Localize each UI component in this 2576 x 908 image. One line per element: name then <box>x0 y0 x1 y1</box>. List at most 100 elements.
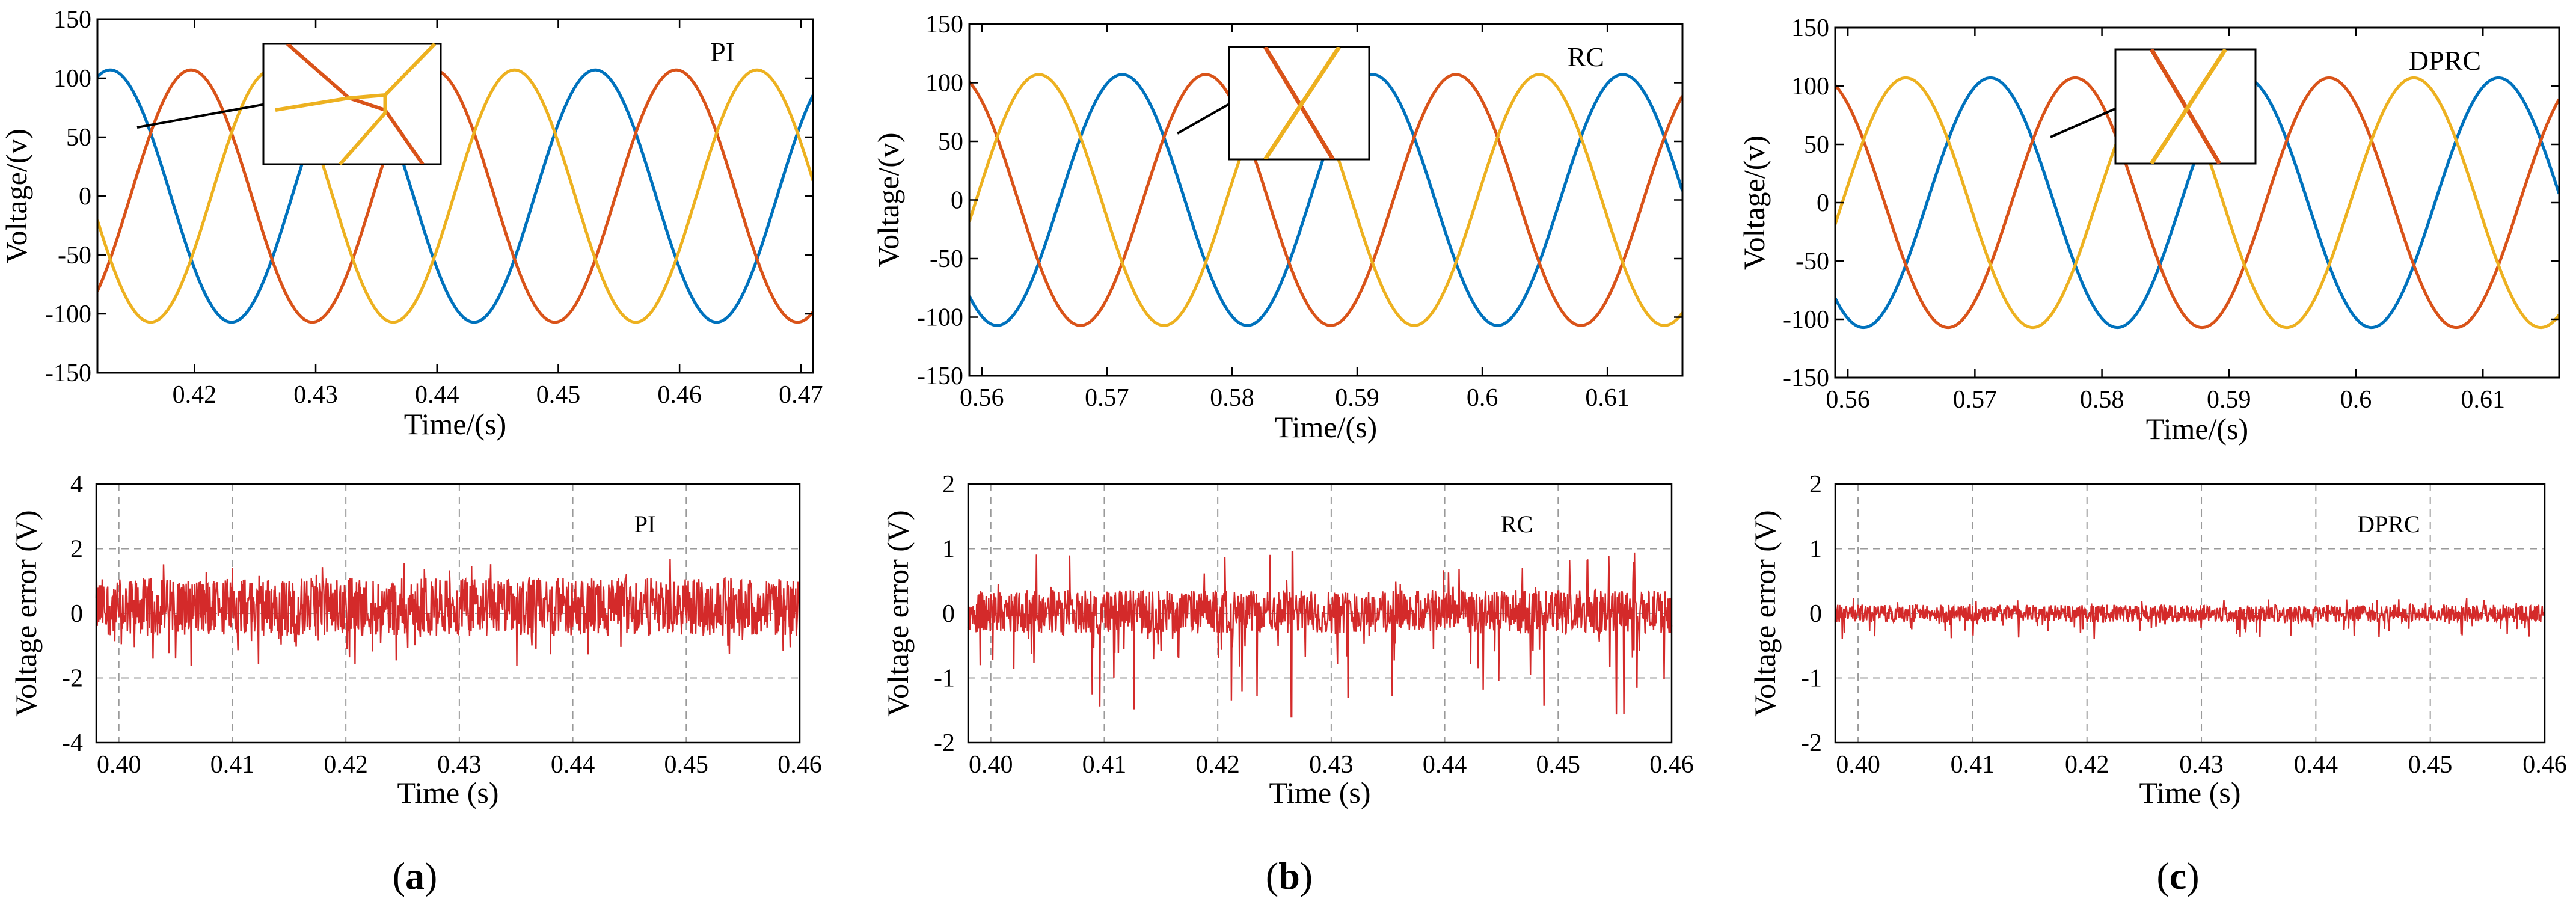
caption-letter: a <box>405 854 425 897</box>
x-axis-label: Time (s) <box>2139 776 2240 809</box>
caption-letter: b <box>1278 854 1300 897</box>
x-tick-label: 0.58 <box>1210 384 1254 412</box>
inset-pointer-line <box>2050 107 2117 138</box>
series-line-phase-C <box>97 68 813 324</box>
y-tick-label: -100 <box>45 301 91 328</box>
error-panel-a-bottom: 4 2 0 -2 -4 0.40 0.41 0.42 0.43 0.44 0.45 0.46 Time … <box>9 471 822 809</box>
y-tick-label: 150 <box>1791 14 1829 42</box>
x-tick-label: 0.59 <box>2207 386 2251 414</box>
panel-caption: (c) <box>2156 854 2199 897</box>
method-label: DPRC <box>2409 45 2481 76</box>
x-tick-label: 0.41 <box>1951 751 1995 779</box>
x-tick-label: 0.57 <box>1085 384 1129 412</box>
y-tick-label: 0 <box>70 600 83 628</box>
y-tick-label: 50 <box>938 128 963 156</box>
y-tick-label: -1 <box>934 665 955 693</box>
x-tick-label: 0.58 <box>2080 386 2124 414</box>
inset-pointer-line <box>136 102 270 129</box>
x-axis-label: Time/(s) <box>404 407 506 441</box>
x-tick-label: 0.46 <box>1649 751 1694 779</box>
voltage-error-line <box>967 551 1673 718</box>
series-line-phase-B <box>969 73 1682 327</box>
y-tick-label: 2 <box>1809 471 1822 498</box>
y-axis-label: Voltage/(v) <box>871 132 905 267</box>
y-tick-label: -2 <box>62 665 83 693</box>
y-tick-label: -150 <box>917 363 963 390</box>
x-tick-label: 0.44 <box>551 751 595 779</box>
x-tick-label: 0.45 <box>536 381 581 409</box>
x-tick-label: 0.46 <box>2522 751 2567 779</box>
series-line-phase-A <box>97 68 813 324</box>
method-label: RC <box>1501 511 1533 538</box>
method-label: DPRC <box>2357 511 2420 538</box>
caption-letter: c <box>2170 854 2186 897</box>
method-label: PI <box>634 511 656 538</box>
caption-open: ( <box>393 854 405 897</box>
x-axis-label: Time/(s) <box>2146 412 2248 446</box>
y-tick-label: 0 <box>79 183 91 210</box>
x-tick-label: 0.41 <box>1082 751 1127 779</box>
x-tick-label: 0.42 <box>324 751 368 779</box>
x-tick-label: 0.61 <box>1585 384 1630 412</box>
y-tick-label: -100 <box>917 304 963 332</box>
error-panel-c-bottom: 2 1 0 -1 -2 0.40 0.41 0.42 0.43 0.44 0.45 0.46 Time … <box>1748 471 2567 809</box>
y-tick-label: -50 <box>930 245 963 273</box>
y-tick-label: 50 <box>1804 131 1829 159</box>
x-tick-label: 0.42 <box>1195 751 1240 779</box>
panel-caption: (b) <box>1266 854 1313 897</box>
y-tick-label: -150 <box>1783 364 1829 392</box>
y-tick-label: -4 <box>62 729 83 757</box>
x-axis-label: Time/(s) <box>1275 410 1377 444</box>
y-axis-label: Voltage/(v) <box>0 129 33 263</box>
caption-open: ( <box>1266 854 1278 897</box>
caption-close: ) <box>1300 854 1313 897</box>
y-tick-label: -2 <box>1801 729 1822 757</box>
y-tick-label: -2 <box>934 729 955 757</box>
panel-caption: (a) <box>393 854 438 897</box>
y-tick-label: -50 <box>1796 248 1829 275</box>
y-axis-label: Voltage error (V) <box>881 510 915 716</box>
x-tick-label: 0.61 <box>2461 386 2506 414</box>
y-tick-label: 4 <box>70 471 83 498</box>
x-tick-label: 0.44 <box>1423 751 1467 779</box>
caption-open: ( <box>2156 854 2169 897</box>
error-panel-b-bottom: 2 1 0 -1 -2 0.40 0.41 0.42 0.43 0.44 0.45 0.46 Time … <box>881 471 1694 809</box>
x-tick-label: 0.43 <box>2179 751 2224 779</box>
y-tick-label: 100 <box>1791 73 1829 100</box>
y-tick-label: 0 <box>1817 189 1829 217</box>
method-label: RC <box>1568 41 1604 72</box>
y-tick-label: -50 <box>58 242 91 269</box>
plot-frame <box>967 483 1673 744</box>
x-tick-label: 0.56 <box>960 384 1004 412</box>
x-tick-label: 0.40 <box>97 751 141 779</box>
waveform-panel-a-top: 150 100 50 0 -50 -100 -150 0.42 0.43 0.44 0.45 0.46… <box>0 6 823 441</box>
y-tick-label: 150 <box>925 11 963 38</box>
x-tick-label: 0.56 <box>1826 386 1870 414</box>
x-tick-label: 0.6 <box>1467 384 1498 412</box>
x-tick-label: 0.41 <box>210 751 255 779</box>
y-tick-label: 100 <box>54 65 91 93</box>
y-tick-label: 2 <box>70 536 83 563</box>
y-tick-label: 100 <box>925 70 963 97</box>
y-axis-label: Voltage error (V) <box>1748 510 1782 716</box>
y-tick-label: 150 <box>54 6 91 34</box>
zoom-inset <box>262 43 442 165</box>
inset-series-c <box>1263 47 1341 159</box>
y-tick-label: 1 <box>1809 536 1822 563</box>
x-tick-label: 0.43 <box>1309 751 1354 779</box>
x-tick-label: 0.42 <box>2065 751 2109 779</box>
y-tick-label: 0 <box>942 600 955 628</box>
x-axis-label: Time (s) <box>1269 776 1370 809</box>
inset-pointer-line <box>1177 102 1231 135</box>
x-tick-label: 0.59 <box>1335 384 1379 412</box>
voltage-error-line <box>1834 598 2546 639</box>
y-axis-label: Voltage error (V) <box>9 510 43 716</box>
y-axis-label: Voltage/(v) <box>1737 135 1771 270</box>
y-tick-label: -150 <box>45 360 91 387</box>
x-tick-label: 0.44 <box>2294 751 2338 779</box>
plot-frame <box>95 483 801 744</box>
voltage-error-line <box>95 559 801 666</box>
y-tick-label: 50 <box>66 124 91 152</box>
x-tick-label: 0.45 <box>1536 751 1581 779</box>
